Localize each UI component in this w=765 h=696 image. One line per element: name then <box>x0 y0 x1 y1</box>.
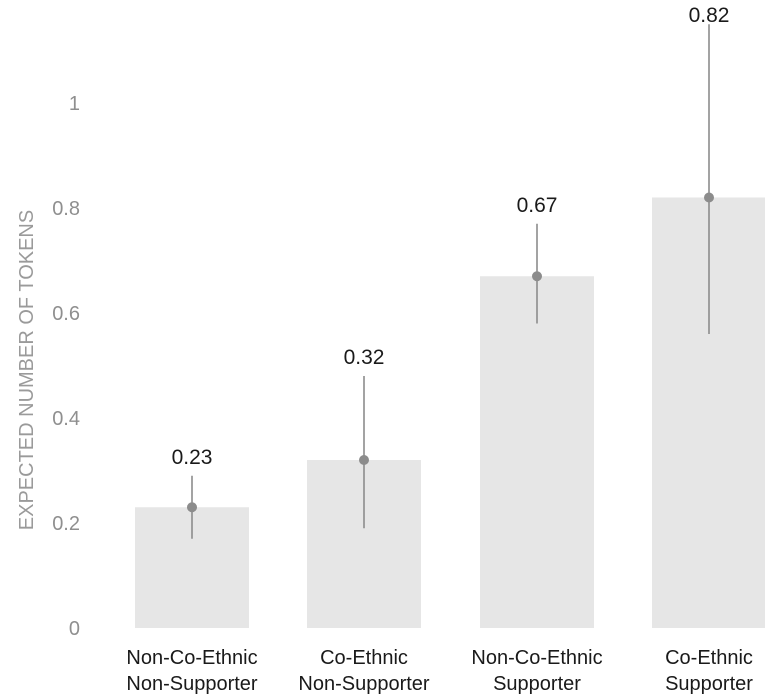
data-label: 0.82 <box>689 4 730 27</box>
x-tick-label-line1: Co-Ethnic <box>320 647 408 669</box>
point-estimate <box>532 271 542 282</box>
data-labels: 0.23 0.32 0.67 0.82 <box>172 4 730 469</box>
point-estimate <box>704 192 714 203</box>
error-bars <box>191 24 710 539</box>
y-tick-label: 0.8 <box>52 198 80 220</box>
y-tick-label: 0.2 <box>52 513 80 535</box>
y-axis-label-group: EXPECTED NUMBER OF TOKENS <box>16 210 38 530</box>
point-estimate <box>187 502 197 513</box>
x-tick-label-line2: Supporter <box>493 673 581 695</box>
x-axis-ticks: Non-Co-Ethnic Non-Supporter Co-Ethnic Non-S… <box>126 647 753 695</box>
bars <box>135 197 765 628</box>
y-axis-ticks: 0 0.2 0.4 0.6 0.8 1 <box>52 93 80 640</box>
y-tick-label: 0 <box>69 618 80 640</box>
point-estimate <box>359 455 369 465</box>
data-label: 0.32 <box>344 346 385 369</box>
x-tick-label-line2: Supporter <box>665 673 753 695</box>
y-tick-label: 0.4 <box>52 408 80 430</box>
y-axis-label: EXPECTED NUMBER OF TOKENS <box>16 210 38 530</box>
y-tick-label: 0.6 <box>52 303 80 325</box>
point-estimates <box>187 192 714 513</box>
y-tick-label: 1 <box>69 93 80 115</box>
x-tick-label-line2: Non-Supporter <box>126 673 258 695</box>
data-label: 0.23 <box>172 446 213 469</box>
x-tick-label-line1: Non-Co-Ethnic <box>126 647 257 669</box>
bar <box>480 276 594 628</box>
data-label: 0.67 <box>517 194 558 217</box>
x-tick-label-line1: Non-Co-Ethnic <box>471 647 602 669</box>
x-tick-label-line1: Co-Ethnic <box>665 647 753 669</box>
x-tick-label-line2: Non-Supporter <box>298 673 430 695</box>
